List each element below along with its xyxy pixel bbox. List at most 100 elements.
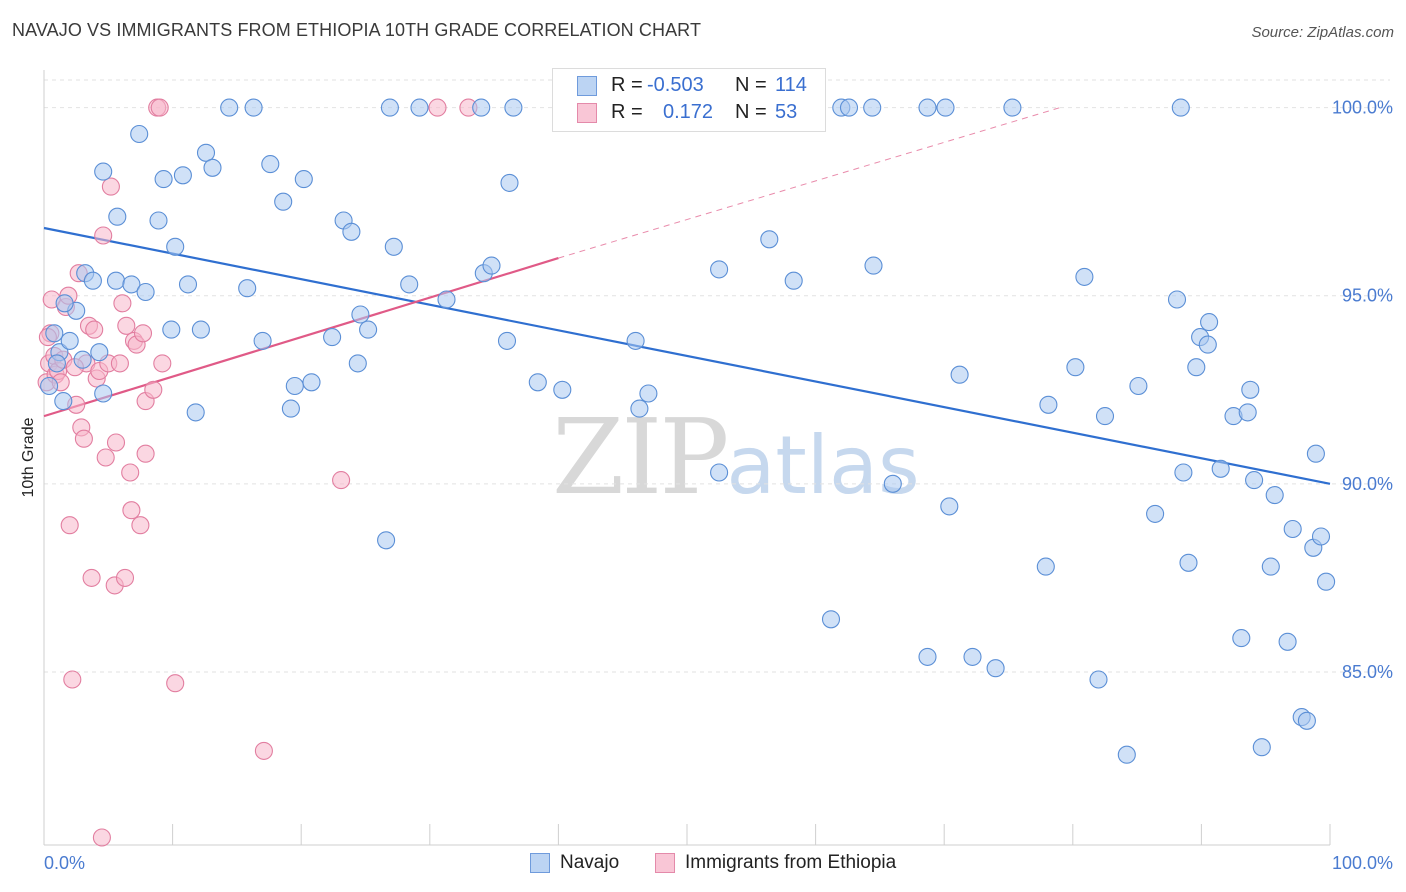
navajo-point (302, 373, 321, 392)
ethiopia-point (166, 674, 185, 693)
navajo-point (162, 320, 181, 339)
x-tick-label-min: 0.0% (44, 853, 85, 873)
navajo-point (253, 331, 272, 350)
ethiopia-point (94, 226, 113, 245)
navajo-point (1167, 290, 1187, 309)
navajo-point (348, 354, 367, 373)
navajo-point (1241, 380, 1260, 399)
navajo-point (1297, 711, 1316, 730)
navajo-point (244, 98, 263, 117)
navajo-r-value: -0.503 (647, 74, 704, 96)
navajo-point (130, 124, 149, 144)
navajo-point (380, 98, 399, 117)
navajo-point (1317, 572, 1336, 591)
ethiopia-point (428, 98, 447, 117)
navajo-point (918, 647, 937, 666)
navajo-point (1117, 745, 1136, 764)
ethiopia-point (92, 828, 111, 847)
navajo-point (400, 275, 419, 294)
navajo-point (1066, 358, 1085, 377)
navajo-point (1075, 267, 1094, 286)
ethiopia-point (121, 463, 140, 482)
ethiopia-point (85, 320, 104, 339)
navajo-point (94, 162, 113, 181)
ethiopia-point (332, 471, 351, 490)
y-axis-title: 10th Grade (20, 417, 37, 497)
navajo-point (1311, 527, 1331, 546)
n-label: N = (735, 74, 767, 96)
ethiopia-point (136, 444, 155, 463)
ethiopia-point (122, 501, 141, 520)
y-tick-label: 95.0% (1342, 286, 1393, 306)
navajo-point (1174, 463, 1193, 482)
navajo-point (630, 399, 649, 418)
navajo-point (553, 380, 572, 399)
navajo-point (94, 384, 113, 403)
navajo-point (963, 647, 982, 666)
navajo-point (45, 324, 64, 343)
ethiopia-point (144, 380, 163, 399)
navajo-point (1238, 403, 1257, 422)
navajo-point (986, 659, 1005, 678)
navajo-point (940, 497, 959, 516)
navajo-point (154, 170, 173, 189)
navajo-point (136, 282, 155, 302)
y-tick-label: 85.0% (1342, 662, 1393, 682)
navajo-point (377, 531, 396, 550)
ethiopia-n-value: 53 (775, 101, 798, 123)
navajo-point (106, 271, 126, 290)
navajo-point (73, 350, 92, 369)
navajo-point (497, 331, 517, 350)
navajo-point (1198, 335, 1217, 354)
ethiopia-trend-line (43, 257, 559, 418)
navajo-point (90, 343, 109, 362)
navajo-swatch (577, 76, 597, 96)
navajo-point (1095, 407, 1115, 426)
navajo-point (1261, 557, 1280, 576)
navajo-point (504, 98, 523, 117)
correlation-legend: R = -0.503 N = 114 R = 0.172 N = 53 (552, 68, 826, 132)
navajo-point (351, 305, 370, 324)
ethiopia-point (113, 294, 132, 313)
navajo-point (108, 207, 127, 226)
navajo-point (1211, 459, 1230, 478)
ethiopia-point (60, 516, 79, 535)
ethiopia-r-value: 0.172 (663, 101, 714, 123)
navajo-point (203, 158, 222, 177)
navajo-point (863, 98, 882, 117)
navajo-point (384, 237, 403, 256)
navajo-point (342, 222, 361, 241)
navajo-point (1306, 444, 1325, 463)
navajo-point (1146, 504, 1165, 523)
navajo-point (1187, 358, 1206, 377)
navajo-point (1252, 738, 1271, 757)
navajo-point (1036, 557, 1055, 576)
navajo-trend-line (43, 226, 1331, 485)
ethiopia-point (96, 448, 115, 467)
navajo-point (238, 279, 257, 298)
navajo-point (1129, 376, 1148, 396)
ethiopia-point (63, 670, 82, 689)
ethiopia-point (153, 354, 172, 373)
chart-title: NAVAJO VS IMMIGRANTS FROM ETHIOPIA 10TH … (12, 20, 702, 40)
ethiopia-point (133, 324, 153, 343)
ethiopia-point (101, 177, 120, 196)
navajo-point (936, 98, 955, 117)
navajo-point (60, 331, 79, 350)
navajo-point (482, 256, 501, 275)
r-label: R = (611, 74, 643, 96)
navajo-n-value: 114 (775, 74, 807, 96)
n-label: N = (735, 101, 767, 123)
navajo-point (122, 275, 141, 294)
source-label: Source: ZipAtlas.com (1251, 24, 1394, 41)
grid-lines (44, 79, 1390, 673)
navajo-point (83, 271, 102, 290)
navajo-point (40, 376, 59, 396)
navajo-point (950, 365, 969, 384)
navajo-point (760, 230, 779, 249)
navajo-point (1265, 486, 1284, 505)
navajo-point (528, 373, 547, 392)
ethiopia-swatch (577, 103, 597, 123)
navajo-point (472, 98, 491, 117)
